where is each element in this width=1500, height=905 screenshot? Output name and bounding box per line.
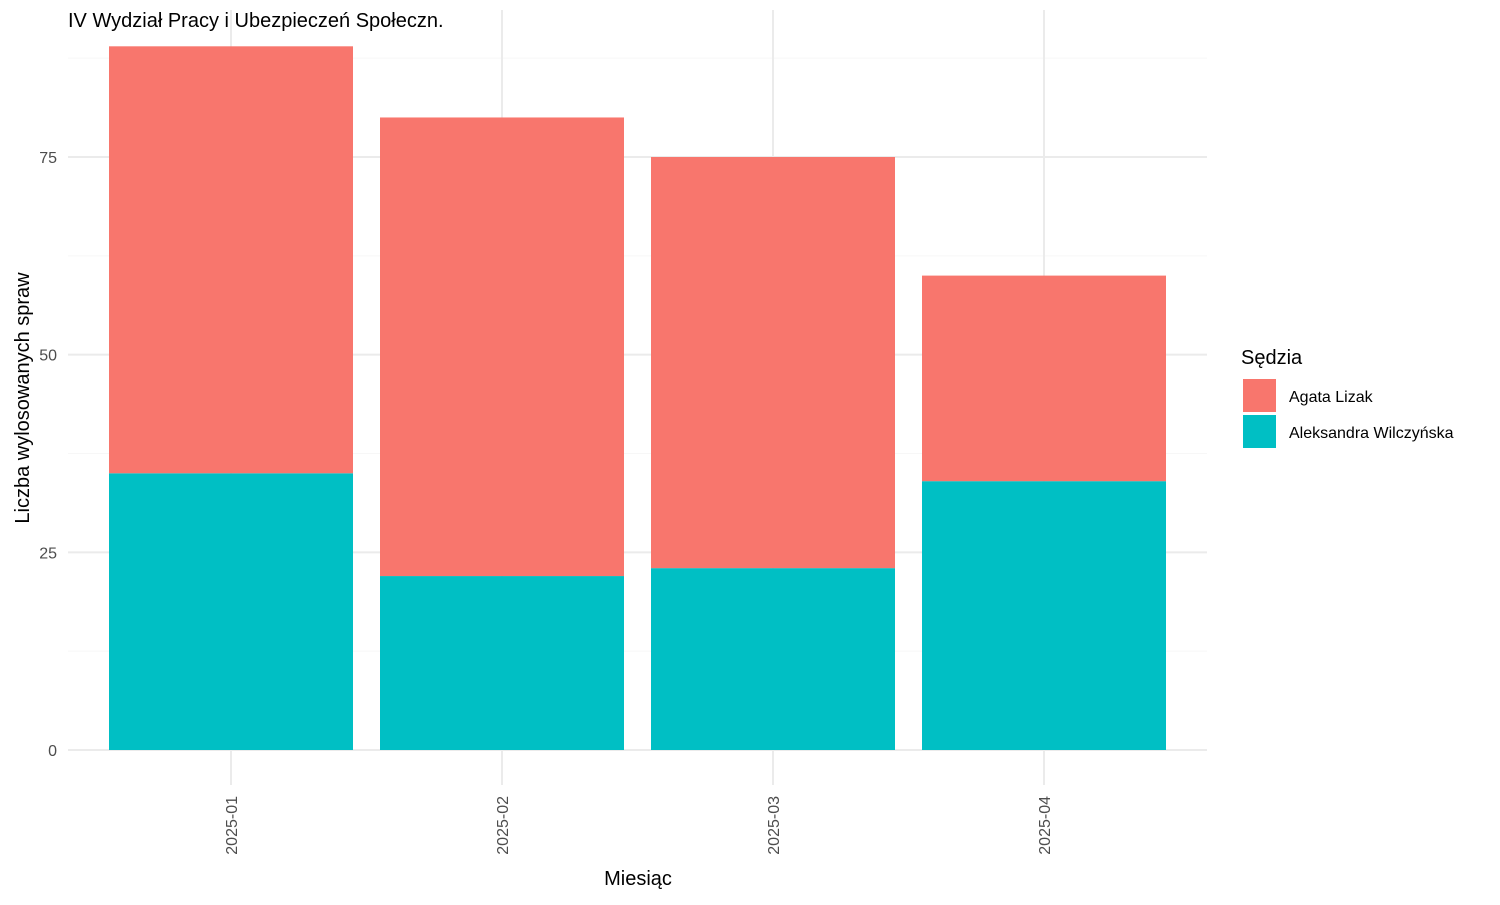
bar-segment: Agata Lizak — 2025-02: 58 [380,117,624,577]
bar-segment: Agata Lizak — 2025-04: 26 [922,275,1166,482]
y-tick-label: 25 [39,545,57,562]
y-axis-label: Liczba wylosowanych spraw [12,272,34,524]
bar-segment: Aleksandra Wilczyńska — 2025-02: 22 [380,576,624,750]
legend-label: Aleksandra Wilczyńska [1289,425,1454,442]
y-tick-labels: 0 25 50 75 [39,150,57,760]
bar-segment: Aleksandra Wilczyńska — 2025-04: 34 [922,481,1166,750]
x-tick-label: 2025-02 [495,796,512,855]
x-axis-label: Miesiąc [604,868,672,890]
legend-key [1243,379,1276,412]
legend: Sędzia Agata Lizak Aleksandra Wilczyńska [1241,347,1454,448]
y-tick-label: 75 [39,150,57,167]
x-tick-labels: 2025-01 2025-02 2025-03 2025-04 [224,796,1054,855]
legend-title: Sędzia [1241,347,1303,369]
legend-items: Agata Lizak Aleksandra Wilczyńska [1243,379,1454,448]
bar-segment: Aleksandra Wilczyńska — 2025-01: 35 [109,473,353,750]
legend-key [1243,415,1276,448]
x-tick-label: 2025-01 [224,796,241,855]
x-tick-label: 2025-04 [1037,796,1054,855]
x-tick-label: 2025-03 [766,796,783,855]
bar-segment: Agata Lizak — 2025-03: 52 [651,157,895,569]
y-tick-label: 0 [48,743,57,760]
bar-segment: Aleksandra Wilczyńska — 2025-03: 23 [651,568,895,750]
bar-segment: Agata Lizak — 2025-01: 54 [109,46,353,474]
legend-label: Agata Lizak [1289,389,1374,406]
bars: Aleksandra Wilczyńska — 2025-01: 35Agata… [109,46,1166,750]
chart-title: IV Wydział Pracy i Ubezpieczeń Społeczn. [68,10,444,32]
y-tick-label: 50 [39,348,57,365]
